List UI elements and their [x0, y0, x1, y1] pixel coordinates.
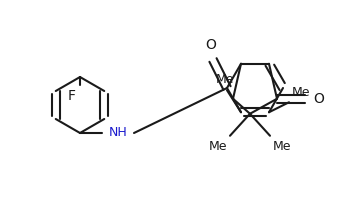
Text: O: O: [313, 92, 324, 106]
Text: Me: Me: [273, 140, 292, 153]
Text: Me: Me: [292, 86, 310, 99]
Text: Me: Me: [216, 73, 234, 86]
Text: F: F: [68, 89, 76, 103]
Text: O: O: [205, 38, 216, 52]
Text: NH: NH: [108, 126, 127, 140]
Text: Me: Me: [209, 140, 227, 153]
